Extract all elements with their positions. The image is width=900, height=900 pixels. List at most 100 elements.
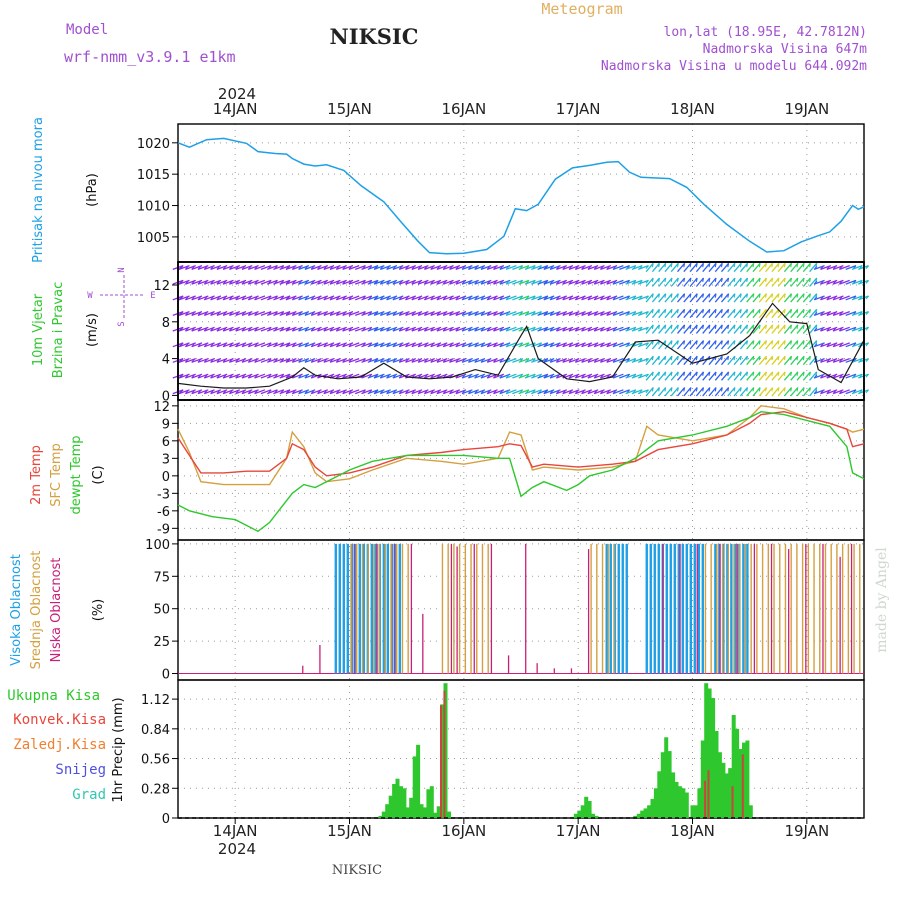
wind-arrow-head [197,327,202,332]
wind-arrow-head [178,312,183,316]
wind-arrow-head [758,371,761,376]
wind-arrow [361,279,373,285]
wind-arrow [612,389,624,395]
total-rain-bar [653,788,658,818]
y-tick-label: 0.28 [141,782,170,797]
wind-arrow-head [474,327,478,332]
wind-arrow-head [562,327,566,332]
y-tick-label: 75 [153,570,170,585]
wind-arrow-head [398,296,403,301]
wind-arrow-head [670,324,673,330]
wind-arrow [733,308,742,319]
wind-arrow-head [727,340,730,345]
wind-arrow [524,357,536,363]
wind-arrow-head [430,280,434,285]
wind-arrow [758,293,767,303]
wind-arrow-head [436,327,441,332]
wind-arrow-head [241,266,246,270]
wind-arrow-head [820,374,824,379]
wind-arrow [254,310,266,317]
wind-arrow-head [423,266,428,270]
wind-arrow-head [790,293,793,298]
wind-arrow [790,340,799,350]
wind-arrow [765,277,774,287]
wind-arrow-head [581,390,585,394]
total-rain-bar [388,795,393,818]
wind-arrow [505,326,517,332]
wind-arrow-head [838,296,843,301]
wind-arrow [790,293,799,303]
wind-arrow-head [329,390,334,394]
wind-arrow-head [405,327,409,332]
wind-arrow-head [486,312,491,316]
wind-arrow-head [386,343,390,348]
wind-arrow-head [727,309,730,314]
wind-arrow [354,295,366,301]
wind-arrow [771,308,780,319]
wind-arrow-head [683,309,686,314]
wind-arrow-head [348,390,352,394]
wind-arrow-head [411,358,415,363]
wind-arrow-head [777,263,780,268]
wind-arrow [651,371,660,381]
wind-arrow-head [599,296,604,301]
wind-arrow [651,324,660,334]
wind-arrow [512,310,523,317]
wind-arrow-head [436,390,441,394]
wind-arrow [531,310,542,317]
wind-arrow-head [777,340,780,345]
wind-arrow-head [865,389,870,394]
wind-arrow [664,340,673,350]
wind-arrow-head [247,358,252,363]
wind-arrow [727,355,736,366]
wind-arrow-head [809,371,811,376]
wind-arrow [361,295,373,301]
wind-arrow-head [733,340,736,345]
wind-arrow-head [461,266,466,270]
wind-arrow-head [765,371,767,376]
wind-arrow-head [790,387,793,392]
total-rain-bar [416,744,421,818]
convective-rain-bar [443,690,446,818]
compass-n: N [117,267,127,272]
wind-arrow-head [758,340,761,345]
wind-arrow-head [461,358,466,363]
wind-arrow-head [335,358,340,363]
wind-arrow-head [298,280,302,285]
wind-arrow-head [191,312,195,316]
y-tick-label: 0 [162,812,170,827]
wind-arrow-head [683,324,686,330]
wind-arrow [612,326,624,332]
wind-arrow-head [254,327,258,332]
product-title: Meteogram [541,0,622,18]
wind-arrow-head [702,263,705,268]
wind-arrow-head [310,296,315,301]
wind-arrow-head [771,340,774,345]
wind-arrow-head [423,374,428,379]
wind-arrow-head [606,296,610,301]
convective-rain-bar [704,780,707,818]
y-tick-label: 0 [162,389,170,404]
wind-arrow [619,342,630,348]
wind-arrow [254,357,266,363]
wind-arrow [708,387,717,397]
wind-arrow [790,308,799,319]
wind-arrow-head [379,296,384,301]
wind-arrow-head [714,293,717,298]
wind-arrow-head [461,296,466,301]
wind-arrow-head [335,327,340,332]
wind-arrow [714,324,723,334]
wind-arrow-head [752,371,755,376]
wind-arrow-head [386,296,390,301]
wind-arrow [670,340,679,350]
wind-arrow [260,279,272,285]
wind-arrow-head [317,327,321,332]
low-cloud-ylabel: Niska Oblacnost [49,558,64,663]
wind-arrow [260,264,272,271]
wind-arrow [683,277,692,287]
wind-arrow-head [549,296,554,301]
wind-arrow-head [838,280,843,285]
wind-arrow-head [765,340,767,345]
wind-arrow-head [241,327,246,332]
wind-arrow-head [386,327,390,332]
